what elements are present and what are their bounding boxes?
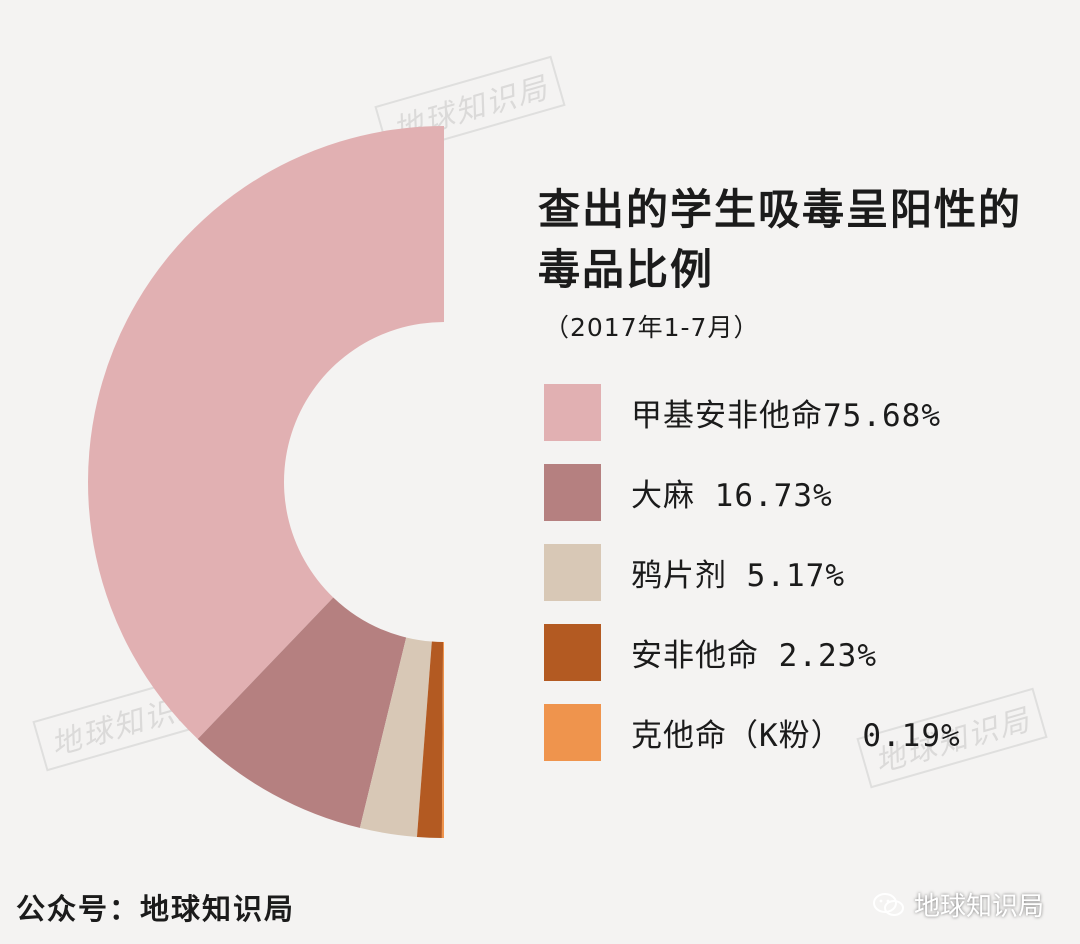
legend-item: 克他命（K粉） 0.19% (544, 703, 961, 761)
legend-label: 安非他命 2.23% (631, 637, 877, 674)
wechat-icon (872, 892, 906, 918)
badge-label: 地球知识局 (913, 892, 1044, 922)
slice-3 (359, 637, 432, 837)
legend-item: 甲基安非他命75.68% (544, 383, 961, 441)
legend-label: 鸦片剂 5.17% (631, 557, 845, 594)
chart-subtitle: （2017年1-7月） (544, 313, 760, 342)
legend-swatch (544, 703, 601, 761)
legend-label: 甲基安非他命75.68% (631, 397, 941, 434)
legend-swatch (544, 383, 601, 441)
slice-4 (416, 641, 444, 838)
legend-swatch (544, 463, 601, 521)
legend-item: 鸦片剂 5.17% (544, 543, 961, 601)
slice-5 (441, 641, 444, 838)
slice-2 (197, 597, 407, 828)
wechat-badge: 地球知识局 (872, 886, 1044, 923)
legend-item: 安非他命 2.23% (544, 623, 961, 681)
chart-title: 查出的学生吸毒呈阳性的毒品比例 (538, 185, 1023, 294)
legend-swatch (544, 623, 601, 681)
legend-swatch (544, 543, 601, 601)
slice-1 (88, 126, 444, 740)
source-credit: 公众号：地球知识局 (16, 892, 296, 926)
legend-item: 大麻 16.73% (544, 463, 961, 521)
chart-slices (88, 126, 444, 838)
legend-label: 大麻 16.73% (631, 477, 833, 514)
chart-legend: 甲基安非他命75.68% 大麻 16.73% 鸦片剂 5.17% 安非他命 2.… (544, 383, 961, 783)
legend-label: 克他命（K粉） 0.19% (631, 717, 961, 754)
